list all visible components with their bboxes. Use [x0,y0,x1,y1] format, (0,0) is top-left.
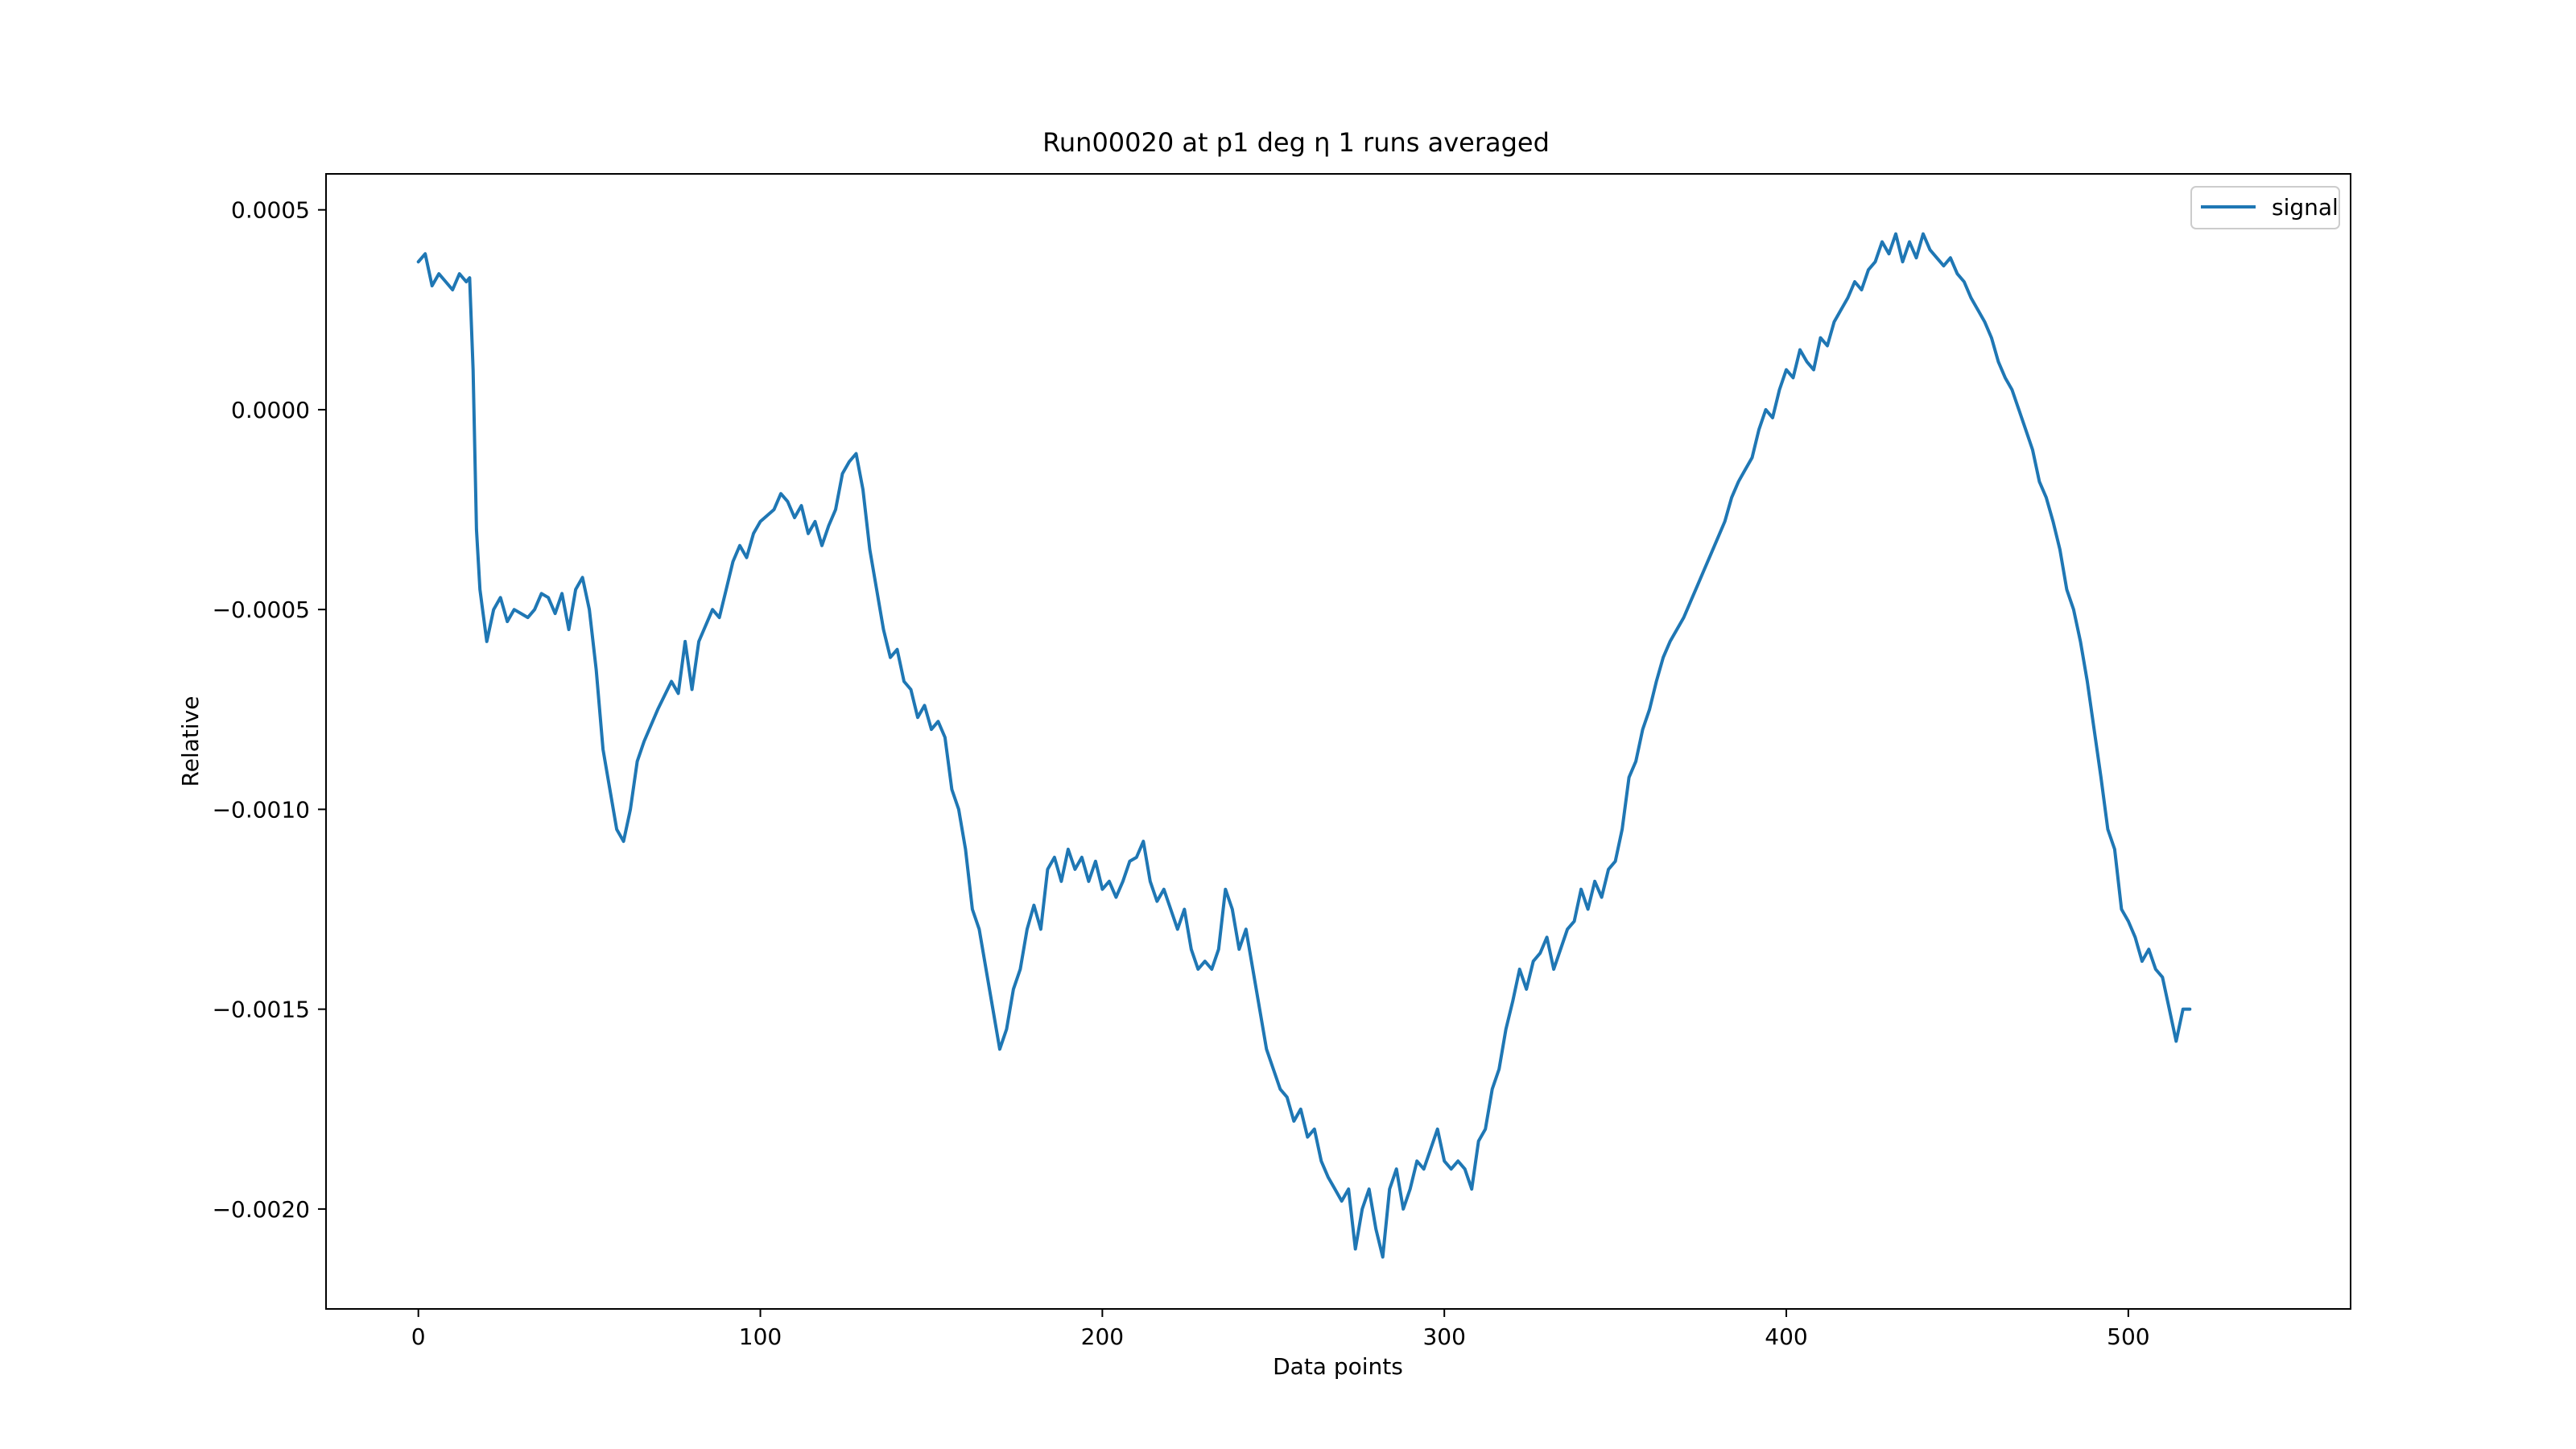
x-tick-label: 300 [1422,1323,1465,1350]
x-tick-label: 0 [411,1323,426,1350]
series-line-signal [416,232,2192,1259]
y-tick-label: 0.0005 [231,197,310,224]
plot-area [416,232,2192,1259]
x-tick-label: 500 [2107,1323,2149,1350]
y-tick-label: −0.0015 [213,997,310,1023]
legend: signal [2190,186,2340,229]
x-axis-label: Data points [1273,1353,1403,1380]
y-tick-label: −0.0005 [213,597,310,623]
legend-box [2190,186,2340,229]
x-tick-label: 400 [1765,1323,1807,1350]
y-tick-label: 0.0000 [231,397,310,423]
x-tick-label: 100 [739,1323,782,1350]
y-axis-label: Relative [177,696,204,787]
x-tick-label: 200 [1081,1323,1124,1350]
chart-title: Run00020 at p1 deg η 1 runs averaged [1042,127,1550,158]
y-tick-label: −0.0020 [213,1196,310,1223]
y-axis: 0.0005 0.0000 −0.0005 −0.0010 −0.0015 −0.0020 [213,197,326,1223]
x-axis: 0 100 200 300 400 500 [411,1309,2150,1350]
y-tick-label: −0.0010 [213,796,310,823]
plot-frame [325,173,2351,1310]
legend-label-signal: signal [2272,194,2339,221]
